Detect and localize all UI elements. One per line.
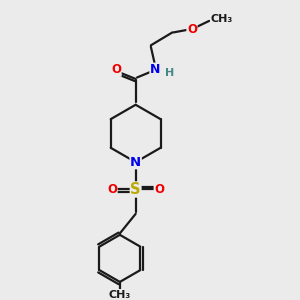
Text: O: O xyxy=(111,63,121,76)
Text: O: O xyxy=(107,183,117,196)
Text: CH₃: CH₃ xyxy=(211,14,233,25)
Text: N: N xyxy=(150,63,160,76)
Text: S: S xyxy=(130,182,141,197)
Text: O: O xyxy=(154,183,164,196)
Text: CH₃: CH₃ xyxy=(109,290,131,300)
Text: O: O xyxy=(187,23,197,36)
Text: H: H xyxy=(166,68,175,78)
Text: N: N xyxy=(130,156,141,169)
